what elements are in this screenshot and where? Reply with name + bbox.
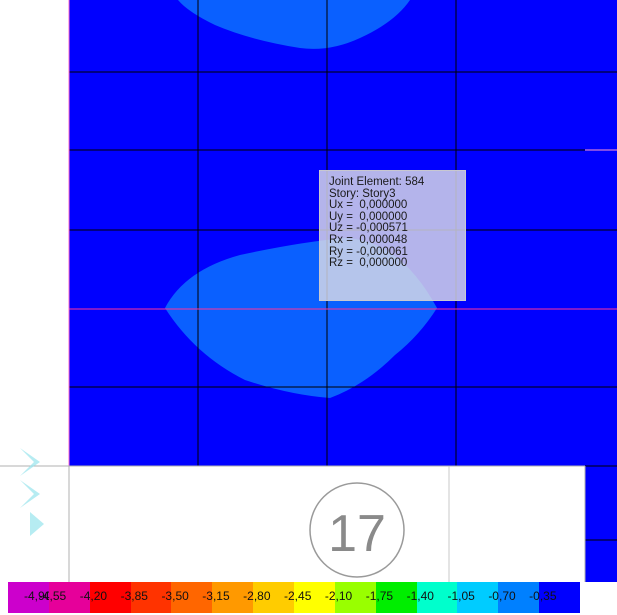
joint-info-tooltip: Joint Element: 584 Story: Story3 Ux = 0,… xyxy=(319,170,466,301)
color-scale-legend: -4,90 -4,55 -4,20 -3,85 -3,50 -3,15 -2,80 -2,45… xyxy=(8,582,581,613)
tooltip-ux: Ux = 0,000000 xyxy=(329,199,408,212)
legend-label: -2,10 xyxy=(324,589,353,603)
tooltip-ry: Ry = -0,000061 xyxy=(329,245,408,258)
legend-label: -4,90 xyxy=(24,589,52,603)
legend-label: -0,70 xyxy=(488,589,516,603)
legend-label: -2,45 xyxy=(284,589,312,603)
legend-label: -1,05 xyxy=(447,589,475,603)
legend-label: -3,15 xyxy=(202,589,230,603)
legend-swatch: -0,35 xyxy=(529,582,581,613)
tooltip-rx: Rx = 0,000048 xyxy=(329,233,408,246)
legend-swatch: -0,70 xyxy=(488,582,540,613)
legend-label: -4,55 xyxy=(38,589,67,603)
legend-label: -3,50 xyxy=(161,589,189,603)
legend-swatch: -1,05 xyxy=(447,582,499,613)
tooltip-rz: Rz = 0,000000 xyxy=(329,257,408,270)
legend-swatch: -1,40 xyxy=(407,582,458,613)
legend-swatch: -1,75 xyxy=(366,582,417,613)
legend-swatch: -2,80 xyxy=(243,582,295,613)
legend-label: -4,20 xyxy=(79,589,108,603)
grid-bubble-label: 17 xyxy=(328,505,386,563)
grid-bubble[interactable] xyxy=(307,480,407,580)
legend-swatch: -3,85 xyxy=(121,582,172,613)
axis-arrow-mark xyxy=(20,448,44,536)
legend-swatch: -2,45 xyxy=(284,582,335,613)
legend-swatch: -3,50 xyxy=(161,582,213,613)
legend-swatch: -4,55 xyxy=(39,582,90,613)
legend-swatch: -2,10 xyxy=(325,582,376,613)
legend-label: -2,80 xyxy=(243,589,271,603)
tooltip-joint: Joint Element: 584 xyxy=(329,176,425,188)
legend-swatch: -3,15 xyxy=(202,582,254,613)
tooltip-uy: Uy = 0,000000 xyxy=(329,210,408,223)
tooltip-story: Story: Story3 xyxy=(329,187,396,200)
contour-zone-top xyxy=(178,0,410,49)
legend-label: -0,35 xyxy=(529,589,557,603)
legend-swatch: -4,90 xyxy=(8,582,52,613)
legend-label: -1,75 xyxy=(365,589,394,603)
legend-swatch: -4,20 xyxy=(80,582,131,613)
legend-label: -3,85 xyxy=(120,589,148,603)
tooltip-uz: Uz = -0,000571 xyxy=(329,222,408,235)
legend-label: -1,40 xyxy=(406,589,434,603)
right-strip xyxy=(585,0,617,582)
